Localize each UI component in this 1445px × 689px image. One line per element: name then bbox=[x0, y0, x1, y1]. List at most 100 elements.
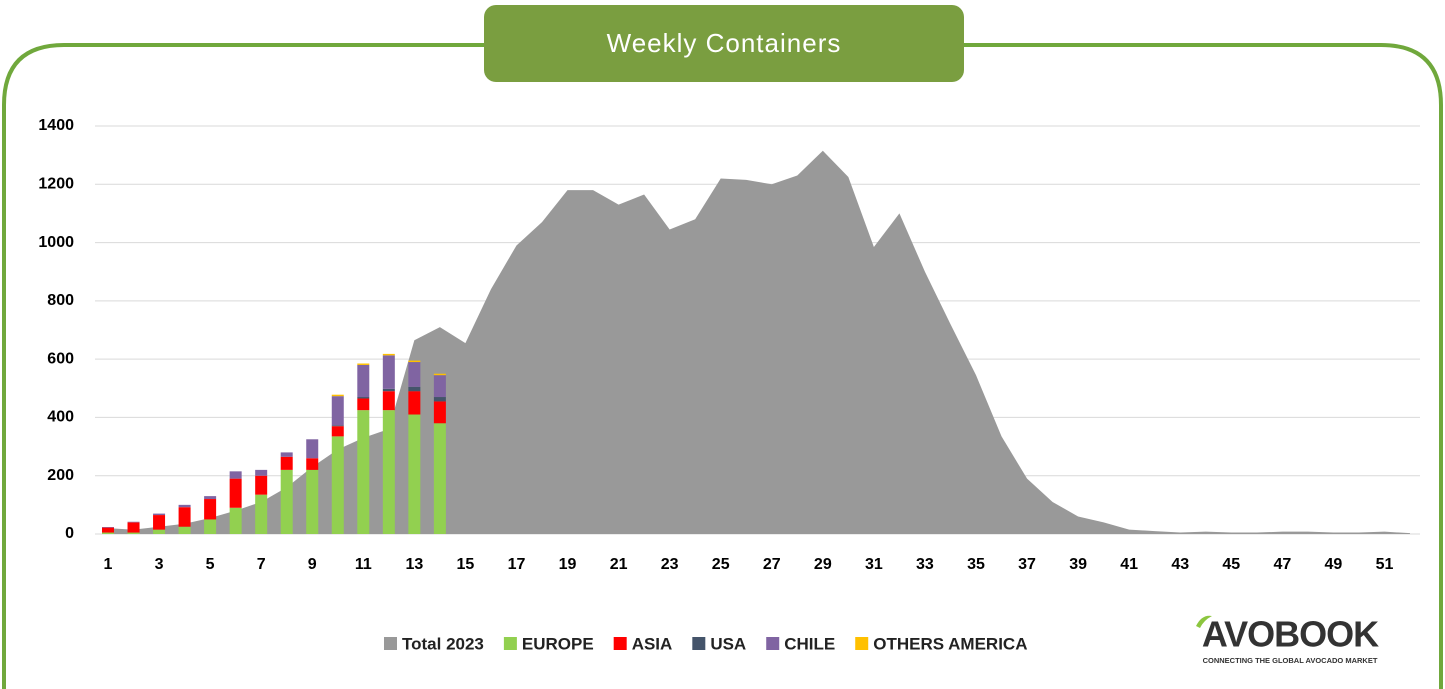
y-tick-label: 600 bbox=[47, 350, 74, 367]
x-tick-label: 33 bbox=[916, 556, 934, 573]
bar-segment bbox=[204, 519, 217, 534]
x-tick-label: 19 bbox=[559, 556, 577, 573]
legend: Total 2023 EUROPE ASIA USA CHILE OTHERS AMERI… bbox=[384, 634, 1027, 653]
legend-swatch bbox=[692, 637, 706, 650]
bar-segment bbox=[433, 373, 446, 376]
legend-swatch bbox=[613, 637, 627, 650]
x-tick-label: 39 bbox=[1069, 556, 1087, 573]
x-tick-label: 11 bbox=[355, 556, 372, 573]
x-tick-label: 31 bbox=[865, 556, 883, 573]
bar-segment bbox=[433, 375, 446, 398]
x-tick-label: 3 bbox=[155, 556, 164, 573]
bar-segment bbox=[127, 521, 140, 523]
bar-segment bbox=[153, 515, 166, 530]
x-tick-label: 27 bbox=[763, 556, 781, 573]
x-tick-label: 35 bbox=[967, 556, 985, 573]
x-tick-label: 5 bbox=[206, 556, 215, 573]
legend-label: OTHERS AMERICA bbox=[873, 634, 1027, 653]
bar-segment bbox=[178, 526, 191, 534]
y-tick-label: 200 bbox=[47, 467, 74, 484]
logo-name: AVOBOOK bbox=[1202, 614, 1379, 655]
bar-segment bbox=[433, 397, 446, 402]
bar-segment bbox=[229, 478, 242, 508]
bar-segment bbox=[382, 410, 395, 534]
bar-segment bbox=[408, 386, 421, 392]
legend-swatch bbox=[766, 637, 780, 650]
bar-segment bbox=[102, 527, 114, 533]
bar-segment bbox=[229, 507, 242, 534]
bar-segment bbox=[127, 522, 140, 533]
x-tick-label: 51 bbox=[1376, 556, 1394, 573]
bar-segment bbox=[408, 391, 421, 415]
bar-segment bbox=[433, 401, 446, 424]
legend-label: ASIA bbox=[632, 634, 673, 653]
title-banner bbox=[484, 5, 964, 82]
chart-title: Weekly Containers bbox=[607, 28, 842, 58]
logo: AVOBOOK CONNECTING THE GLOBAL AVOCADO MA… bbox=[1196, 614, 1380, 665]
x-tick-label: 49 bbox=[1325, 556, 1343, 573]
x-tick-label: 29 bbox=[814, 556, 832, 573]
bar-segment bbox=[357, 363, 370, 365]
bar-segment bbox=[255, 469, 268, 476]
bar-segment bbox=[306, 458, 319, 470]
bar-segment bbox=[408, 414, 421, 534]
bar-segment bbox=[153, 529, 166, 534]
legend-label: CHILE bbox=[784, 634, 835, 653]
bar-segment bbox=[280, 456, 293, 470]
legend-swatch bbox=[855, 637, 869, 650]
x-tick-label: 41 bbox=[1120, 556, 1138, 573]
bar-segment bbox=[357, 397, 370, 399]
x-tick-label: 9 bbox=[308, 556, 317, 573]
x-tick-label: 45 bbox=[1222, 556, 1240, 573]
bar-segment bbox=[178, 507, 191, 527]
bar-segment bbox=[306, 439, 319, 459]
x-tick-label: 43 bbox=[1171, 556, 1189, 573]
x-tick-label: 37 bbox=[1018, 556, 1036, 573]
bar-segment bbox=[357, 410, 370, 534]
bar-segment bbox=[280, 469, 293, 534]
y-tick-label: 800 bbox=[47, 292, 74, 309]
bar-segment bbox=[331, 425, 344, 427]
bar-segment bbox=[204, 496, 217, 500]
bar-segment bbox=[255, 494, 268, 534]
logo-leaf bbox=[1196, 615, 1212, 628]
y-tick-label: 0 bbox=[65, 525, 74, 542]
legend-swatch bbox=[384, 637, 397, 650]
x-tick-label: 17 bbox=[508, 556, 526, 573]
area bbox=[108, 150, 1410, 534]
x-tick-label: 7 bbox=[257, 556, 266, 573]
bar-segment bbox=[331, 436, 344, 534]
bar-segment bbox=[102, 532, 114, 534]
legend-swatch bbox=[503, 637, 517, 650]
bar-segment bbox=[306, 469, 319, 534]
legend-label: Total 2023 bbox=[402, 634, 484, 653]
logo-tagline: CONNECTING THE GLOBAL AVOCADO MARKET bbox=[1203, 656, 1378, 665]
bar-segment bbox=[153, 513, 166, 516]
x-tick-label: 15 bbox=[457, 556, 475, 573]
y-tick-label: 1400 bbox=[38, 117, 74, 134]
x-tick-label: 21 bbox=[610, 556, 628, 573]
bar-segment bbox=[255, 475, 268, 495]
bar-segment bbox=[127, 532, 140, 534]
bar-segment bbox=[331, 394, 344, 397]
bar-segment bbox=[433, 423, 446, 534]
bar-segment bbox=[331, 426, 344, 437]
bar-segment bbox=[331, 396, 344, 426]
x-tick-label: 47 bbox=[1273, 556, 1291, 573]
bar-segment bbox=[382, 353, 395, 356]
bar-segment bbox=[178, 504, 191, 508]
bar-segment bbox=[204, 499, 217, 520]
bar-segment bbox=[229, 471, 242, 479]
bar-segment bbox=[280, 452, 293, 457]
x-tick-label: 1 bbox=[104, 556, 113, 573]
bar-segment bbox=[408, 362, 421, 387]
legend-label: EUROPE bbox=[522, 634, 594, 653]
x-tick-label: 23 bbox=[661, 556, 679, 573]
y-tick-label: 1200 bbox=[38, 176, 74, 193]
bar-segment bbox=[382, 388, 395, 392]
bar-segment bbox=[382, 355, 395, 389]
bar-segment bbox=[102, 527, 114, 528]
legend-label: USA bbox=[710, 634, 746, 653]
